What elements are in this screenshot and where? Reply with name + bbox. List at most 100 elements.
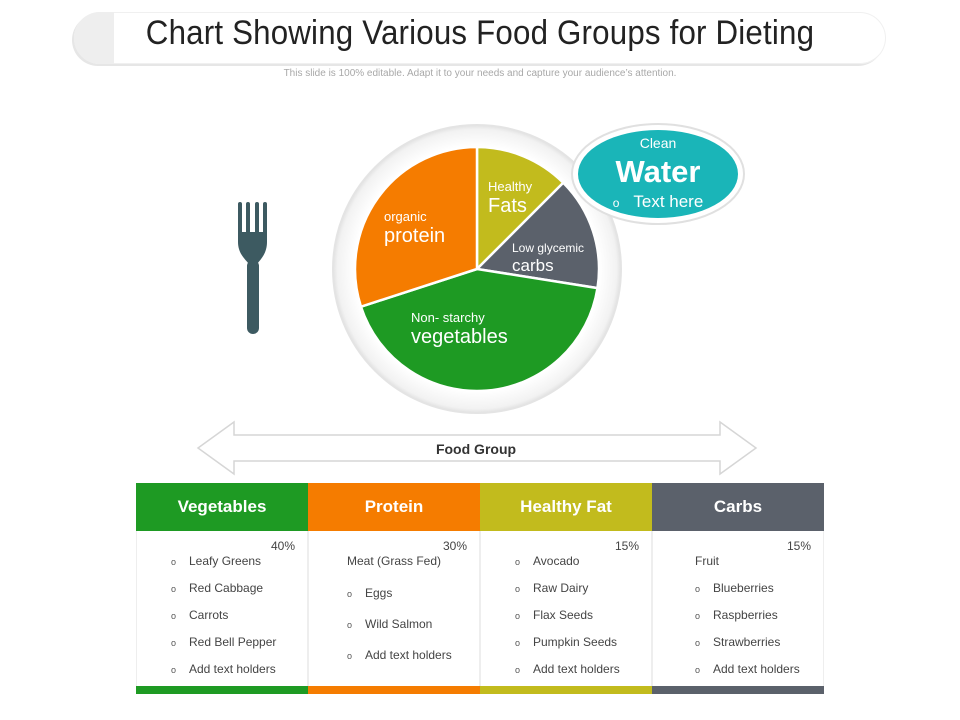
column-healthy-fat: Healthy Fat 15% o Avocado o Raw Dairy o Fla…: [480, 483, 652, 694]
food-group-double-arrow: [196, 420, 758, 476]
list-item-text: Red Cabbage: [189, 581, 264, 595]
column-vegetables: Vegetables 40% o Leafy Greens o Red Cabbag…: [136, 483, 308, 694]
list-carbs: o Blueberries o Raspberries o Strawberries …: [653, 581, 823, 689]
list-item-text: Avocado: [533, 554, 580, 568]
column-header-healthy-fat: Healthy Fat: [480, 483, 652, 531]
water-small-label: Clean: [639, 135, 677, 151]
list-item-text: Blueberries: [713, 581, 774, 595]
plate-pie-chart: [332, 124, 622, 414]
pie-label-fats-big: Fats: [488, 194, 527, 217]
list-protein: o Eggs o Wild Salmon o Add text holders: [309, 586, 479, 679]
list-item-text: Leafy Greens: [189, 554, 262, 568]
page-title: Chart Showing Various Food Groups for Di…: [145, 14, 815, 52]
bullet-icon: o: [515, 584, 521, 594]
pie-label-protein-big: protein: [384, 224, 446, 247]
list-item: o Red Bell Pepper: [171, 635, 307, 662]
water-item: o Text here: [570, 192, 746, 212]
column-header-protein: Protein: [308, 483, 480, 531]
list-item-text: Add text holders: [365, 648, 452, 662]
bullet-icon: o: [515, 665, 521, 675]
list-item-text: Red Bell Pepper: [189, 635, 277, 649]
column-footer-healthy-fat: [480, 686, 652, 694]
list-item: o Carrots: [171, 608, 307, 635]
list-item-text: Eggs: [365, 586, 393, 600]
column-footer-carbs: [652, 686, 824, 694]
column-footer-vegetables: [136, 686, 308, 694]
list-vegetables: o Leafy Greens o Red Cabbage o Carrots o Red…: [137, 554, 307, 689]
column-header-carbs: Carbs: [652, 483, 824, 531]
column-protein: Protein 30% Meat (Grass Fed) o Eggs o Wild…: [308, 483, 480, 694]
list-item-text: Strawberries: [713, 635, 781, 649]
pie-segment-fats: [475, 145, 566, 273]
pie-label-vegetables-small: Non- starchy: [411, 310, 485, 325]
pie-label-vegetables-big: vegetables: [411, 325, 508, 348]
list-item: o Raw Dairy: [515, 581, 651, 608]
percent-carbs: 15%: [786, 539, 811, 553]
bullet-icon: o: [171, 638, 177, 648]
list-item-text: Add text holders: [713, 662, 800, 676]
list-item-text: Carrots: [189, 608, 229, 622]
pie-label-carbs-big: carbs: [512, 255, 554, 275]
list-item: o Blueberries: [695, 581, 823, 608]
list-item: o Red Cabbage: [171, 581, 307, 608]
bullet-icon: o: [515, 638, 521, 648]
list-item: o Flax Seeds: [515, 608, 651, 635]
list-item-text: Add text holders: [533, 662, 620, 676]
pie-label-vegetables: Non- starchy vegetables: [411, 310, 508, 349]
bullet-icon: o: [612, 196, 620, 210]
column-body-healthy-fat: 15% o Avocado o Raw Dairy o Flax Seeds o Pum…: [480, 531, 652, 686]
column-body-vegetables: 40% o Leafy Greens o Red Cabbage o Carrots …: [136, 531, 308, 686]
pie-label-fats: Healthy Fats: [488, 179, 533, 218]
list-item: o Add text holders: [515, 662, 651, 689]
bullet-icon: o: [347, 620, 353, 630]
percent-vegetables: 40%: [270, 539, 295, 553]
bullet-icon: o: [515, 611, 521, 621]
pie-segments: [353, 145, 601, 393]
pie-label-protein-small: organic: [384, 209, 427, 224]
food-group-label: Food Group: [435, 441, 517, 457]
list-item-text: Add text holders: [189, 662, 276, 676]
list-item-text: Raw Dairy: [533, 581, 589, 595]
bullet-icon: o: [695, 611, 701, 621]
column-body-carbs: 15% Fruit o Blueberries o Raspberries o Str…: [652, 531, 824, 686]
pie-label-carbs-small: Low glycemic: [512, 241, 585, 255]
bullet-icon: o: [695, 665, 701, 675]
fork-icon: [238, 202, 267, 334]
bullet-icon: o: [171, 584, 177, 594]
food-group-table: Vegetables 40% o Leafy Greens o Red Cabbag…: [136, 483, 824, 694]
pie-label-protein: organic protein: [384, 209, 446, 248]
water-bubble: [571, 123, 745, 225]
bullet-icon: o: [347, 589, 353, 599]
list-item-text: Flax Seeds: [533, 608, 594, 622]
list-item: o Add text holders: [171, 662, 307, 689]
pie-segment-vegetables: [359, 267, 599, 393]
list-item-text: Pumpkin Seeds: [533, 635, 618, 649]
title-banner-cap: [74, 12, 114, 64]
percent-protein: 30%: [442, 539, 467, 553]
page-subtitle: This slide is 100% editable. Adapt it to…: [283, 68, 677, 79]
list-item-text: Raspberries: [713, 608, 778, 622]
list-item: o Strawberries: [695, 635, 823, 662]
list-item: o Wild Salmon: [347, 617, 479, 648]
bullet-icon: o: [171, 665, 177, 675]
list-item: o Avocado: [515, 554, 651, 581]
list-item: o Raspberries: [695, 608, 823, 635]
bullet-icon: o: [695, 584, 701, 594]
pie-segment-carbs: [474, 180, 601, 290]
percent-healthy-fat: 15%: [614, 539, 639, 553]
list-item: o Add text holders: [347, 648, 479, 679]
water-big-label: Water: [615, 154, 701, 189]
list-item-heading: Meat (Grass Fed): [347, 554, 442, 568]
list-item: o Pumpkin Seeds: [515, 635, 651, 662]
list-healthy-fat: o Avocado o Raw Dairy o Flax Seeds o Pumpkin…: [481, 554, 651, 689]
pie-label-carbs: Low glycemic carbs: [512, 241, 585, 275]
title-banner: [74, 12, 886, 64]
bullet-icon: o: [171, 611, 177, 621]
list-item: o Add text holders: [695, 662, 823, 689]
pie-label-fats-small: Healthy: [488, 179, 533, 194]
list-item: o Eggs: [347, 586, 479, 617]
bullet-icon: o: [695, 638, 701, 648]
water-item-text: Text here: [633, 192, 704, 211]
column-body-protein: 30% Meat (Grass Fed) o Eggs o Wild Salmon …: [308, 531, 480, 686]
list-item: o Leafy Greens: [171, 554, 307, 581]
